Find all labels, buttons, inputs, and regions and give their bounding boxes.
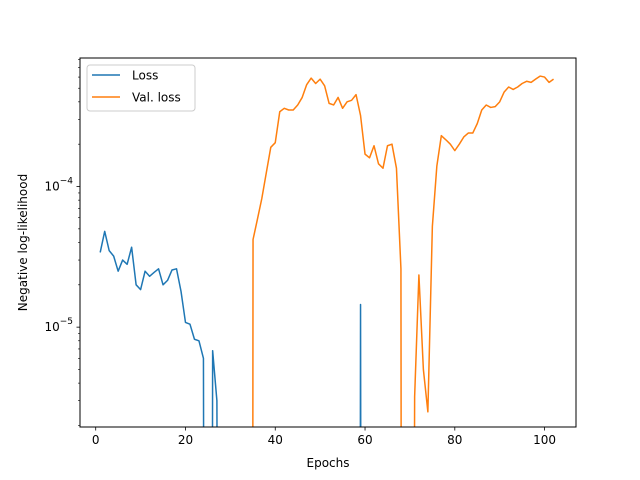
legend-label: Loss <box>132 69 158 83</box>
series-line-1 <box>99 230 362 427</box>
legend: Loss Val. loss <box>86 64 196 112</box>
y-axis-label: Negative log-likelihood <box>16 174 30 311</box>
y-tick-label: 10−5 <box>44 317 73 334</box>
legend-label: Val. loss <box>132 91 181 105</box>
series-layer <box>99 75 554 427</box>
x-tick-label: 0 <box>92 433 100 447</box>
legend-box <box>86 64 196 112</box>
y-tick-label: 10−4 <box>44 177 73 194</box>
x-tick-label: 60 <box>357 433 372 447</box>
x-axis-label: Epochs <box>307 456 350 470</box>
x-tick-label: 80 <box>447 433 462 447</box>
x-tick-label: 20 <box>178 433 193 447</box>
x-tick-label: 100 <box>533 433 556 447</box>
plot-frame <box>79 57 577 428</box>
series-line-2 <box>252 75 554 427</box>
ticks-layer: 0 20 40 60 80 100 10−5 10−4 <box>44 59 556 447</box>
x-tick-label: 40 <box>268 433 283 447</box>
